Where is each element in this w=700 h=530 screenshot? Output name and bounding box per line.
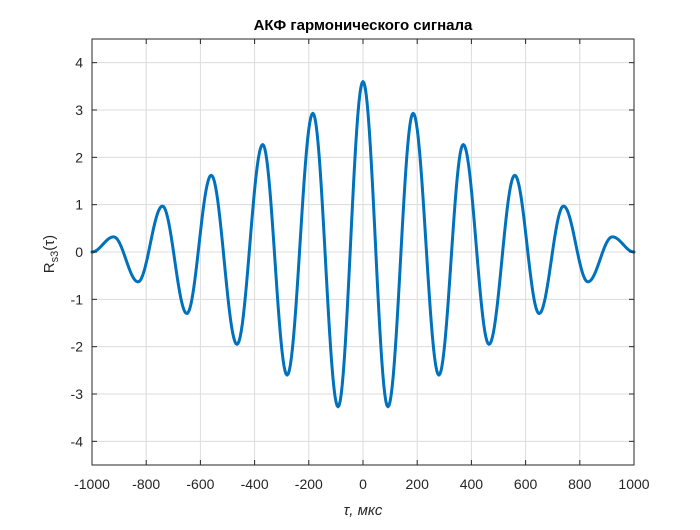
- x-tick-label: 400: [460, 476, 484, 492]
- series-line: [90, 80, 636, 409]
- x-tick-label: 200: [406, 476, 430, 492]
- x-tick-label: 0: [359, 476, 367, 492]
- y-axis-title-main: R: [41, 262, 58, 273]
- x-tick-label: 1000: [618, 476, 649, 492]
- chart-title: АКФ гармонического сигнала: [254, 17, 473, 34]
- y-tick-label: -1: [71, 291, 84, 307]
- y-axis-title-arg: (τ): [41, 235, 58, 251]
- tick-layer: -1000 -800 -600 -400 -200 0 200 400 600 800 1000 -4…: [71, 39, 650, 492]
- x-tick-label: 800: [568, 476, 592, 492]
- y-tick-label: -3: [71, 386, 84, 402]
- x-axis-title: τ, мкс: [344, 502, 383, 519]
- x-tick-label: -1000: [74, 476, 110, 492]
- x-tick-label: -600: [186, 476, 214, 492]
- y-tick-label: -4: [71, 433, 84, 449]
- x-tick-label: -800: [132, 476, 160, 492]
- x-tick-label: 600: [514, 476, 538, 492]
- y-axis-title: Rs3(τ): [41, 235, 61, 273]
- y-tick-label: 3: [75, 102, 83, 118]
- y-tick-label: 4: [75, 55, 83, 71]
- svg-text:Rs3(τ): Rs3(τ): [41, 235, 61, 273]
- y-tick-label: 1: [75, 197, 83, 213]
- y-tick-label: 0: [75, 244, 83, 260]
- y-tick-label: -2: [71, 339, 84, 355]
- x-tick-label: -200: [295, 476, 323, 492]
- x-tick-label: -400: [241, 476, 269, 492]
- line-layer: [90, 80, 636, 409]
- y-tick-label: 2: [75, 149, 83, 165]
- y-axis-title-sub: s3: [49, 251, 61, 263]
